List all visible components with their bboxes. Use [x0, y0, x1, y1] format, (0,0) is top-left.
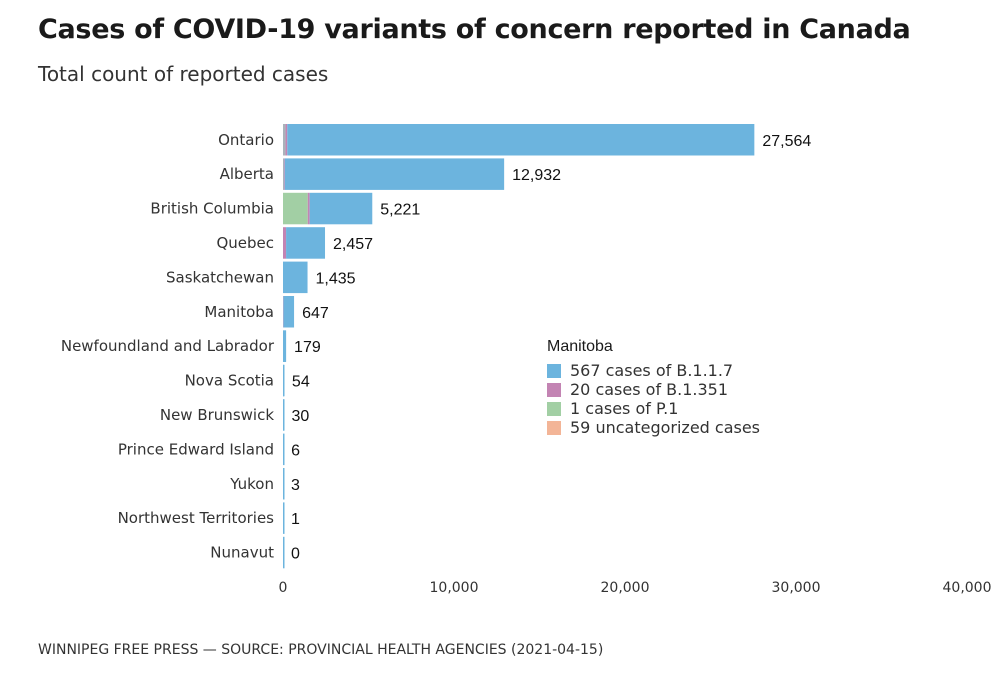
bar-segment: [283, 364, 285, 397]
value-label: 647: [302, 305, 329, 322]
bar-segment: [283, 536, 285, 569]
legend-item-b117: 567 cases of B.1.1.7: [547, 361, 760, 380]
legend-label: 567 cases of B.1.1.7: [570, 361, 734, 380]
bar-segment: [284, 158, 505, 190]
category-label: Quebec: [216, 234, 274, 252]
category-label: Manitoba: [204, 303, 274, 321]
legend-swatch: [547, 363, 561, 378]
category-label: Northwest Territories: [118, 509, 275, 527]
bar-segment: [283, 124, 286, 156]
legend-title: Manitoba: [547, 338, 613, 355]
x-tick-label: 30,000: [772, 580, 821, 596]
category-label: Alberta: [220, 165, 274, 183]
value-label: 5,221: [380, 202, 420, 219]
bar-segment: [283, 296, 295, 328]
source-note: WINNIPEG FREE PRESS — SOURCE: PROVINCIAL…: [38, 642, 604, 658]
bar-segment: [283, 227, 287, 259]
legend-label: 1 cases of P.1: [570, 399, 679, 418]
value-label: 0: [291, 546, 300, 563]
value-label: 54: [292, 374, 310, 391]
value-label: 1,435: [316, 270, 356, 287]
chart-title: Cases of COVID-19 variants of concern re…: [38, 14, 911, 45]
chart-subtitle: Total count of reported cases: [38, 62, 329, 86]
x-tick-label: 0: [279, 580, 288, 596]
category-label: Ontario: [218, 131, 274, 149]
value-label: 12,932: [512, 167, 561, 184]
bar-segment: [283, 468, 285, 500]
value-label: 6: [291, 442, 300, 459]
bar-segment: [283, 399, 285, 431]
value-label: 179: [294, 339, 321, 356]
category-label: Newfoundland and Labrador: [61, 337, 275, 355]
bar-segment: [283, 330, 287, 362]
bar-segment: [283, 261, 308, 294]
bar-chart: Ontario 27,564 Alberta 12,932 British Columb…: [61, 124, 992, 596]
bar-segment: [283, 192, 308, 225]
category-label: Nunavut: [210, 544, 274, 562]
legend-swatch: [547, 420, 561, 435]
x-tick-label: 20,000: [601, 580, 650, 596]
x-tick-label: 40,000: [943, 580, 992, 596]
value-label: 30: [292, 408, 310, 425]
bar-segment: [307, 192, 310, 225]
category-label: Yukon: [229, 475, 274, 493]
category-label: Saskatchewan: [166, 268, 274, 286]
bar-segment: [283, 158, 285, 190]
value-label: 1: [291, 511, 300, 528]
category-label: Prince Edward Island: [118, 440, 274, 458]
legend-item-uncategorized: 59 uncategorized cases: [547, 418, 760, 437]
legend-swatch: [547, 401, 561, 416]
bar-segment: [309, 192, 373, 225]
legend: Manitoba 567 cases of B.1.1.7 20 cases o…: [547, 338, 760, 437]
category-label: British Columbia: [150, 200, 274, 218]
legend-item-p1: 1 cases of P.1: [547, 399, 760, 418]
legend-swatch: [547, 382, 561, 397]
bar-segment: [286, 227, 326, 259]
bar-segment: [284, 158, 285, 190]
category-label: Nova Scotia: [185, 372, 274, 390]
legend-label: 20 cases of B.1.351: [570, 380, 729, 399]
value-label: 27,564: [762, 133, 811, 150]
category-label: New Brunswick: [160, 406, 274, 424]
bar-segment: [287, 124, 755, 156]
bar-segment: [283, 433, 285, 466]
value-label: 2,457: [333, 236, 373, 253]
legend-label: 59 uncategorized cases: [570, 418, 761, 437]
bar-segment: [285, 124, 288, 156]
x-tick-label: 10,000: [430, 580, 479, 596]
value-label: 3: [291, 477, 300, 494]
legend-item-b1351: 20 cases of B.1.351: [547, 380, 760, 399]
bar-segment: [283, 502, 285, 534]
